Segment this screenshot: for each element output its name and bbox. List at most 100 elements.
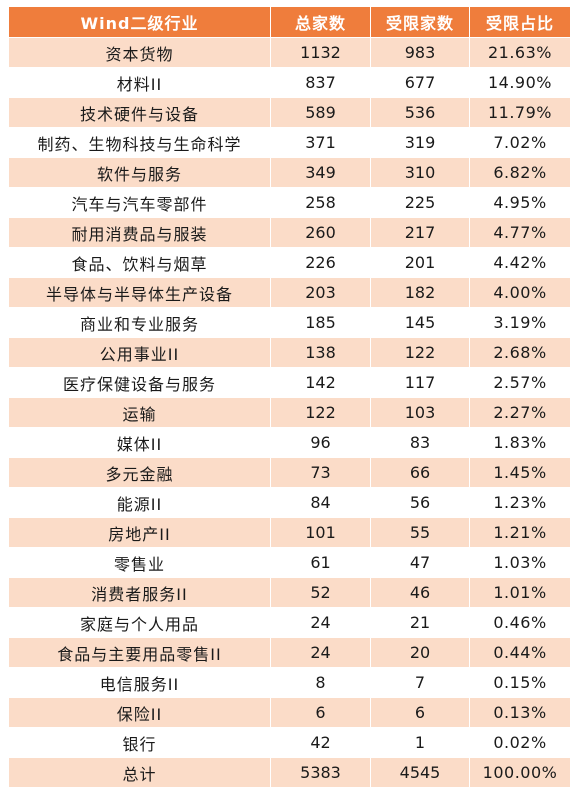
total-cell: 142 <box>270 367 371 398</box>
ratio-cell: 1.01% <box>469 577 571 608</box>
table-row: 能源II 84 56 1.23% <box>8 487 571 518</box>
table-row: 电信服务II 8 7 0.15% <box>8 667 571 698</box>
industry-cell: 技术硬件与设备 <box>8 97 271 128</box>
total-cell: 226 <box>270 247 371 278</box>
total-cell: 101 <box>270 517 371 548</box>
ratio-cell: 2.27% <box>469 397 571 428</box>
restricted-cell: 310 <box>370 157 470 188</box>
total-cell: 1132 <box>270 37 371 68</box>
restricted-cell: 7 <box>370 667 470 698</box>
table-row: 零售业 61 47 1.03% <box>8 547 571 578</box>
total-cell: 8 <box>270 667 371 698</box>
restricted-cell: 677 <box>370 67 470 98</box>
restricted-cell: 103 <box>370 397 470 428</box>
restricted-cell: 145 <box>370 307 470 338</box>
ratio-cell: 1.45% <box>469 457 571 488</box>
industry-cell: 半导体与半导体生产设备 <box>8 277 271 308</box>
table-row: 技术硬件与设备 589 536 11.79% <box>8 97 571 128</box>
ratio-cell: 1.83% <box>469 427 571 458</box>
industry-cell: 银行 <box>8 727 271 758</box>
table-row: 医疗保健设备与服务 142 117 2.57% <box>8 367 571 398</box>
restricted-cell: 56 <box>370 487 470 518</box>
table-row: 资本货物 1132 983 21.63% <box>8 37 571 68</box>
industry-cell: 消费者服务II <box>8 577 271 608</box>
industry-cell: 公用事业II <box>8 337 271 368</box>
industry-cell: 保险II <box>8 697 271 728</box>
table-row: 房地产II 101 55 1.21% <box>8 517 571 548</box>
restricted-cell: 83 <box>370 427 470 458</box>
industry-cell: 食品与主要用品零售II <box>8 637 271 668</box>
restricted-cell: 983 <box>370 37 470 68</box>
industry-cell: 多元金融 <box>8 457 271 488</box>
ratio-cell: 14.90% <box>469 67 571 98</box>
table-row: 软件与服务 349 310 6.82% <box>8 157 571 188</box>
industry-cell: 电信服务II <box>8 667 271 698</box>
ratio-cell: 1.21% <box>469 517 571 548</box>
table-row: 银行 42 1 0.02% <box>8 727 571 758</box>
ratio-cell: 1.23% <box>469 487 571 518</box>
restricted-cell: 319 <box>370 127 470 158</box>
ratio-cell: 1.03% <box>469 547 571 578</box>
total-row: 总计 5383 4545 100.00% <box>8 757 571 788</box>
ratio-cell: 4.00% <box>469 277 571 308</box>
header-industry: Wind二级行业 <box>8 6 271 38</box>
restricted-cell: 182 <box>370 277 470 308</box>
industry-cell: 家庭与个人用品 <box>8 607 271 638</box>
table-row: 消费者服务II 52 46 1.01% <box>8 577 571 608</box>
table-row: 运输 122 103 2.27% <box>8 397 571 428</box>
table-row: 材料II 837 677 14.90% <box>8 67 571 98</box>
total-cell: 138 <box>270 337 371 368</box>
restricted-cell: 46 <box>370 577 470 608</box>
restricted-cell: 201 <box>370 247 470 278</box>
industry-cell: 能源II <box>8 487 271 518</box>
table-row: 食品与主要用品零售II 24 20 0.44% <box>8 637 571 668</box>
total-cell: 589 <box>270 97 371 128</box>
ratio-cell: 2.57% <box>469 367 571 398</box>
total-cell: 52 <box>270 577 371 608</box>
ratio-cell: 6.82% <box>469 157 571 188</box>
total-cell: 260 <box>270 217 371 248</box>
table-row: 汽车与汽车零部件 258 225 4.95% <box>8 187 571 218</box>
table-row: 耐用消费品与服装 260 217 4.77% <box>8 217 571 248</box>
industry-cell: 媒体II <box>8 427 271 458</box>
total-cell: 61 <box>270 547 371 578</box>
table-header: Wind二级行业 总家数 受限家数 受限占比 <box>8 6 571 38</box>
table-row: 多元金融 73 66 1.45% <box>8 457 571 488</box>
total-cell: 837 <box>270 67 371 98</box>
ratio-cell: 4.42% <box>469 247 571 278</box>
ratio-cell: 4.95% <box>469 187 571 218</box>
total-cell: 73 <box>270 457 371 488</box>
restricted-cell: 225 <box>370 187 470 218</box>
ratio-cell: 11.79% <box>469 97 571 128</box>
restricted-cell: 536 <box>370 97 470 128</box>
industry-cell: 医疗保健设备与服务 <box>8 367 271 398</box>
restricted-cell: 1 <box>370 727 470 758</box>
total-cell: 96 <box>270 427 371 458</box>
ratio-cell: 4.77% <box>469 217 571 248</box>
restricted-cell: 66 <box>370 457 470 488</box>
restricted-cell: 117 <box>370 367 470 398</box>
ratio-cell: 0.02% <box>469 727 571 758</box>
table-footer: 总计 5383 4545 100.00% <box>8 757 571 788</box>
total-cell: 258 <box>270 187 371 218</box>
total-cell: 42 <box>270 727 371 758</box>
restricted-cell: 55 <box>370 517 470 548</box>
total-count: 5383 <box>270 757 371 788</box>
total-cell: 185 <box>270 307 371 338</box>
industry-cell: 商业和专业服务 <box>8 307 271 338</box>
ratio-cell: 7.02% <box>469 127 571 158</box>
restricted-stocks-table: Wind二级行业 总家数 受限家数 受限占比 资本货物 1132 983 21.63%… <box>8 6 571 788</box>
industry-cell: 软件与服务 <box>8 157 271 188</box>
table-body: 资本货物 1132 983 21.63% 材料II 837 677 14.90% 技术硬件与设备… <box>8 37 571 758</box>
restricted-cell: 122 <box>370 337 470 368</box>
total-cell: 349 <box>270 157 371 188</box>
industry-cell: 食品、饮料与烟草 <box>8 247 271 278</box>
industry-cell: 制药、生物科技与生命科学 <box>8 127 271 158</box>
restricted-cell: 217 <box>370 217 470 248</box>
table-row: 媒体II 96 83 1.83% <box>8 427 571 458</box>
total-cell: 24 <box>270 607 371 638</box>
restricted-cell: 21 <box>370 607 470 638</box>
table-row: 食品、饮料与烟草 226 201 4.42% <box>8 247 571 278</box>
table-row: 家庭与个人用品 24 21 0.46% <box>8 607 571 638</box>
total-ratio: 100.00% <box>469 757 571 788</box>
